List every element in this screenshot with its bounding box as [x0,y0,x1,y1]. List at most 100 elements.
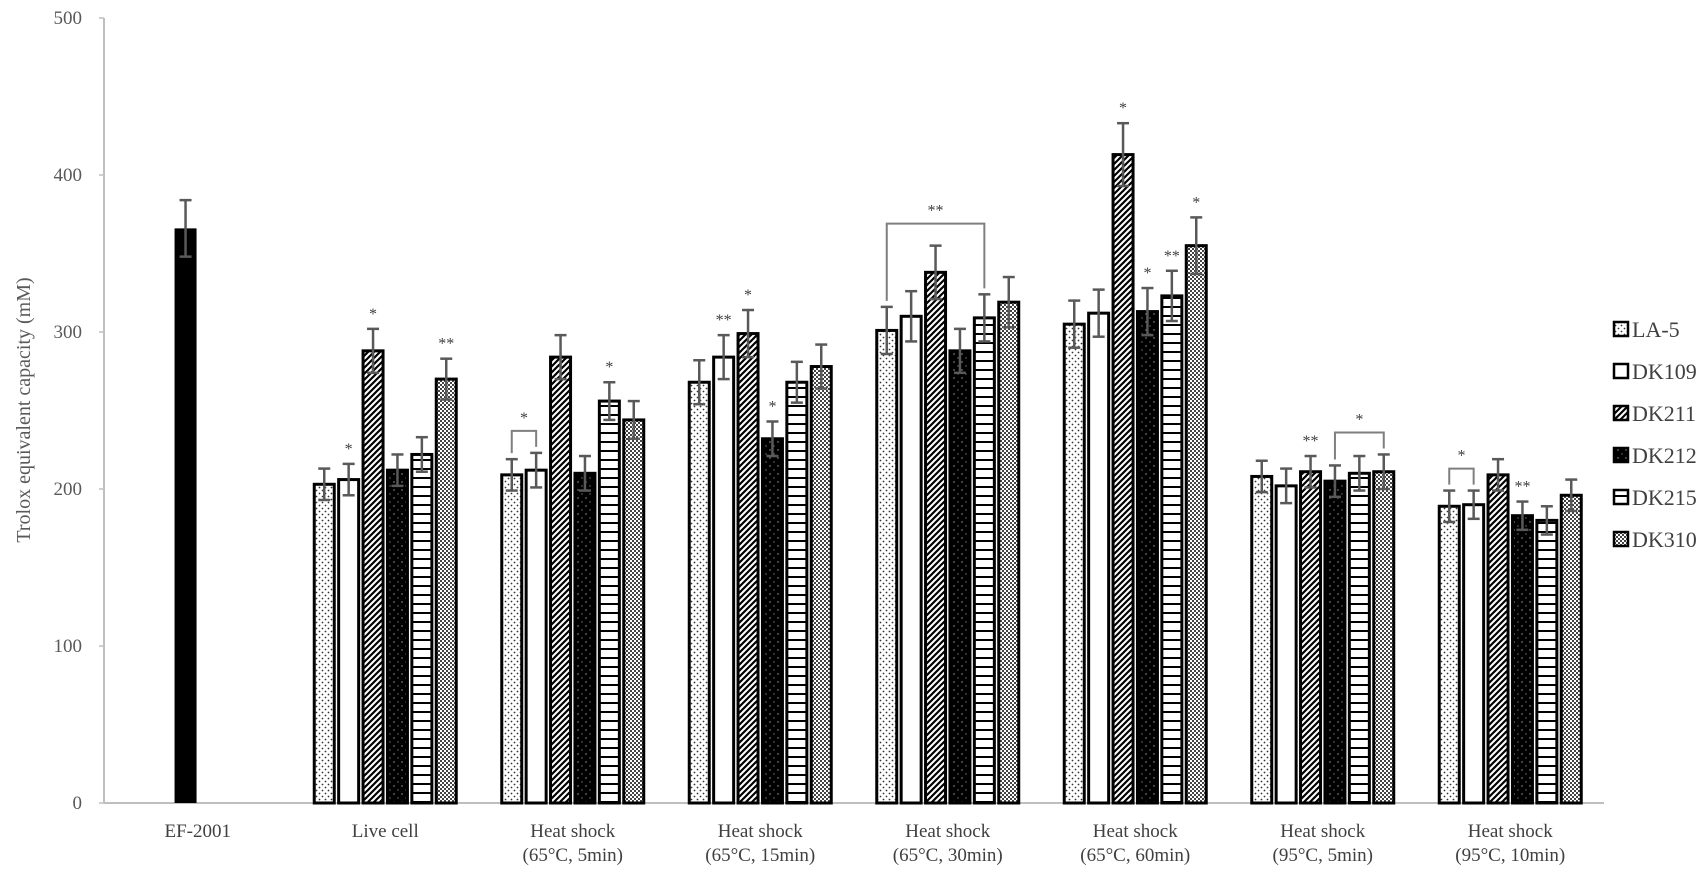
bar-LA-5 [312,482,336,805]
bar-DK109 [524,468,548,805]
bar-DK310 [622,418,646,805]
bar-DK310 [1559,493,1583,805]
significance-bracket [510,429,538,454]
error-bar [440,357,453,401]
error-bar [1092,288,1105,338]
bar-DK109 [1462,503,1486,805]
error-bar [905,289,918,343]
legend-label: DK211 [1632,401,1696,426]
legend-swatch [1612,404,1630,422]
error-bar [1540,505,1553,536]
bar-DK211 [1486,473,1510,805]
bar-LA-5 [1437,504,1461,805]
bar-LA-5 [500,473,524,805]
x-tick-label: Heat shock [718,821,803,842]
error-bar [1467,489,1480,521]
significance-marker: * [1192,194,1200,211]
error-bar [1255,459,1268,494]
bar-DK109 [712,355,736,805]
error-bar [742,308,755,359]
error-bar [367,327,380,375]
error-bar [318,467,331,502]
significance-marker: ** [716,312,732,329]
x-tick-label: Live cell [352,821,419,842]
bar-DK212 [385,468,409,805]
legend-item-DK212: DK212 [1612,443,1697,468]
error-bar [342,462,355,497]
error-bar [530,451,543,489]
error-bar [1002,275,1015,329]
error-bar [790,360,803,404]
error-bar [815,343,828,390]
error-bar [391,453,404,488]
significance-annotations: *********************** [345,100,1531,495]
significance-bracket [885,222,986,301]
x-tick-label-line2: (65°C, 60min) [1080,845,1190,866]
significance-marker: * [744,287,752,304]
legend: LA-5 DK109 DK211 DK212 DK215 DK310 [1612,317,1697,552]
bar-LA-5 [687,380,711,805]
error-bar [578,454,591,492]
significance-marker: ** [1164,248,1180,265]
error-bar [1328,464,1341,499]
error-bar [415,435,428,473]
bar-DK212 [1510,514,1534,805]
legend-label: DK215 [1632,485,1697,510]
x-tick-label: Heat shock [1280,821,1365,842]
error-bar [1280,467,1293,505]
y-tick-label: 200 [54,479,83,500]
legend-label: DK310 [1632,527,1697,552]
bar-DK215 [410,452,434,805]
legend-label: DK212 [1632,443,1697,468]
bar-LA-5 [1062,322,1086,805]
legend-swatch [1612,446,1630,464]
legend-item-DK310: DK310 [1612,527,1697,552]
x-tick-label: Heat shock [905,821,990,842]
error-bar [1377,453,1390,491]
legend-label: LA-5 [1632,317,1680,342]
error-bar [1165,269,1178,323]
bar-DK211 [1111,153,1135,805]
error-bar [1565,478,1578,513]
x-tick-label-line2: (65°C, 30min) [893,845,1003,866]
significance-marker: ** [438,336,454,353]
significance-marker: * [1119,100,1127,117]
bar-DK109 [899,314,923,805]
bar-DK212 [760,437,784,805]
bar-DK211 [924,270,948,805]
error-bar [880,305,893,356]
error-bar [978,293,991,343]
error-bar [603,380,616,422]
error-bar [929,244,942,301]
significance-bracket [1333,431,1385,460]
bar-DK310 [1184,244,1208,805]
significance-marker: * [369,306,377,323]
legend-swatch [1612,320,1630,338]
bar-DK212 [1323,479,1347,805]
legend-item-LA-5: LA-5 [1612,317,1680,342]
bar-DK215 [972,316,996,805]
significance-marker: * [1355,411,1363,428]
legend-item-DK211: DK211 [1612,401,1696,426]
significance-marker: ** [928,203,944,220]
bar-DK215 [1347,471,1371,805]
error-bar [766,420,779,458]
y-tick-label: 500 [54,8,83,29]
legend-item-DK215: DK215 [1612,485,1697,510]
legend-label: DK109 [1632,359,1697,384]
significance-marker: * [1143,265,1151,282]
error-bar [1117,121,1130,188]
bar-DK215 [1160,294,1184,805]
bar-DK212 [1135,310,1159,805]
legend-swatch [1612,362,1630,380]
error-bar [505,457,518,492]
axes: 0 100 200 300 400 500 EF-2001 Live cell Heat sho… [54,8,1604,866]
bar-LA-5 [1250,474,1274,805]
bar-DK215 [1535,518,1559,805]
error-bar [717,333,730,381]
x-tick-label-line2: (65°C, 5min) [523,845,623,866]
bar-DK211 [1299,470,1323,805]
legend-swatch [1612,530,1630,548]
error-bar [1141,286,1154,337]
